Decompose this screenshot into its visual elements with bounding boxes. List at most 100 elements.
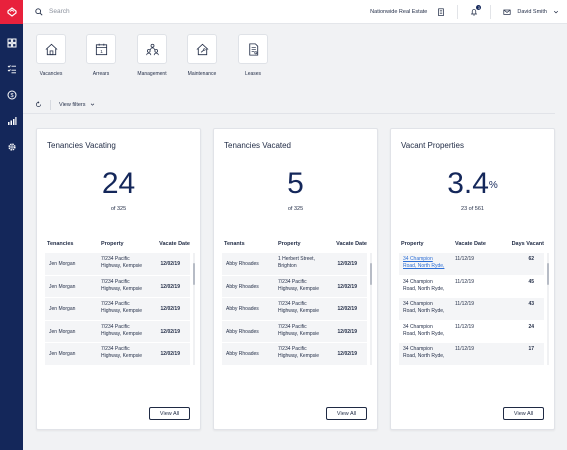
property-link[interactable]: 34 Champion [403,256,433,262]
table-row[interactable]: Jen Morgan 7/234 Pacific Highway, Kempsi… [45,298,190,321]
chevron-down-icon [90,103,94,106]
organization-name[interactable]: Nationwide Real Estate [370,9,428,15]
card-tenancies-vacating: Tenancies Vacating 24 of 325 Tenancies P… [36,128,201,430]
shortcut-label: Leases [244,71,262,77]
reports-icon [7,117,16,125]
search-icon [35,7,43,16]
column-header[interactable]: Property [401,241,424,247]
shortcut-leases[interactable]: Leases [238,34,268,77]
nav-dashboard[interactable] [0,30,23,56]
table-body: 34 Champion Road, North Ryde, 11/12/19 6… [399,253,544,366]
property-line2: Brighton [278,263,297,269]
refresh-icon[interactable] [35,101,42,108]
scroll-track[interactable] [193,253,195,365]
nav-tasks[interactable] [0,56,23,82]
building-icon[interactable] [437,8,445,16]
property-link-line2[interactable]: Road, North Ryde, [403,263,444,270]
property-line2: Road, North Ryde, [403,285,445,292]
date-cell: 12/02/19 [160,283,180,290]
column-header[interactable]: Tenants [224,241,245,247]
view-all-button[interactable]: View All [326,407,367,420]
table-row[interactable]: 34 Champion Road, North Ryde, 11/12/19 4… [399,276,544,298]
date-cell: 12/02/19 [337,328,357,335]
table-row[interactable]: 34 Champion Road, North Ryde, 11/12/19 1… [399,343,544,366]
mail-icon[interactable] [503,8,511,16]
date-cell: 11/12/19 [455,278,475,285]
property-line2: Highway, Kempsie [278,285,320,292]
nav-finance[interactable]: $ [0,82,23,108]
property-link[interactable]: Road, North Ryde, [403,263,445,269]
house-icon [45,43,57,55]
column-header[interactable]: Vacate Date [336,241,367,247]
sidebar: $ [0,0,23,450]
table-row[interactable]: Jen Morgan 7/234 Pacific Highway, Kempsi… [45,275,190,298]
table-row[interactable]: 34 Champion Road, North Ryde, 11/12/19 2… [399,321,544,343]
dashboard-icon [7,38,16,48]
shortcut-tile[interactable] [238,34,268,64]
column-header[interactable]: Property [278,241,301,247]
table-row[interactable]: Jen Morgan 7/234 Pacific Highway, Kempsi… [45,253,190,276]
tasks-icon [7,65,16,74]
date-cell: 12/02/19 [160,351,180,357]
nav-reports[interactable] [0,108,23,134]
kpi-subtext: of 325 [110,206,127,212]
property-line2: Highway, Kempsie [101,263,143,269]
shortcut-tile[interactable] [137,34,167,64]
date-cell: 12/02/19 [337,351,357,357]
bell-icon [471,9,478,16]
search-input[interactable] [49,8,249,15]
column-header[interactable]: Property [101,241,124,247]
table-row[interactable]: Abby Rhoades 7/234 Pacific Highway, Kemp… [222,275,367,298]
days-cell: 24 [528,323,534,330]
table-row[interactable]: Jen Morgan 7/234 Pacific Highway, Kempsi… [45,343,190,366]
brand-logo[interactable] [0,0,23,24]
table-row[interactable]: 34 Champion Road, North Ryde, 11/12/19 6… [399,253,544,276]
scrollbar-thumb[interactable] [547,263,549,285]
shortcut-maintenance[interactable]: Maintenance [187,34,217,77]
view-all-button[interactable]: View All [503,407,544,420]
property-line1: 34 Champion [403,323,433,330]
tenant-cell: Abby Rhoades [226,283,259,290]
user-name[interactable]: David Smith [517,9,547,15]
column-header[interactable]: Tenancies [47,241,74,247]
table-body: Abby Rhoades 1 Herbert Street, Brighton … [222,253,367,366]
shortcut-vacancies[interactable]: Vacancies [36,34,66,77]
tenant-cell: Jen Morgan [49,261,76,267]
chevron-down-icon[interactable] [553,9,559,15]
table-row[interactable]: Abby Rhoades 7/234 Pacific Highway, Kemp… [222,343,367,366]
tenant-cell: Abby Rhoades [226,328,259,335]
scrollbar-thumb[interactable] [370,263,372,285]
column-header[interactable]: Vacate Date [159,241,190,247]
table-header: Tenants Property Vacate Date [224,241,367,251]
property-line1: 7/234 Pacific [101,323,130,330]
column-header[interactable]: Vacate Date [455,241,486,247]
property-line2: Highway, Kempsie [278,308,320,314]
divider [50,99,51,110]
scroll-track[interactable] [547,253,549,365]
tenant-cell: Abby Rhoades [226,306,259,312]
table-row[interactable]: Abby Rhoades 7/234 Pacific Highway, Kemp… [222,320,367,343]
card-title: Tenancies Vacating [47,141,116,150]
table-row[interactable]: 34 Champion Road, North Ryde, 11/12/19 4… [399,298,544,321]
shortcut-tile[interactable] [187,34,217,64]
scrollbar-thumb[interactable] [193,263,195,285]
shortcut-arrears[interactable]: 1 Arrears [86,34,116,77]
shortcut-management[interactable]: Management [137,34,167,77]
property-link-line1[interactable]: 34 Champion [403,256,433,263]
table-row[interactable]: Abby Rhoades 1 Herbert Street, Brighton … [222,253,367,276]
property-line2: Highway, Kempsie [101,330,143,337]
view-all-button[interactable]: View All [149,407,190,420]
shortcut-tile[interactable]: 1 [86,34,116,64]
kpi-value: 5 [287,167,304,200]
column-header[interactable]: Days Vacant [511,241,544,247]
table-row[interactable]: Abby Rhoades 7/234 Pacific Highway, Kemp… [222,298,367,321]
property-line2: Highway, Kempsie [101,308,143,314]
shortcut-tile[interactable] [36,34,66,64]
nav-settings[interactable] [0,134,23,160]
property-line1: 34 Champion [403,346,433,352]
view-filters-toggle[interactable]: View filters [59,102,95,108]
notifications-bell[interactable]: 3 [470,5,482,16]
scroll-track[interactable] [370,253,372,365]
table-row[interactable]: Jen Morgan 7/234 Pacific Highway, Kempsi… [45,320,190,343]
date-cell: 11/12/19 [455,256,475,262]
